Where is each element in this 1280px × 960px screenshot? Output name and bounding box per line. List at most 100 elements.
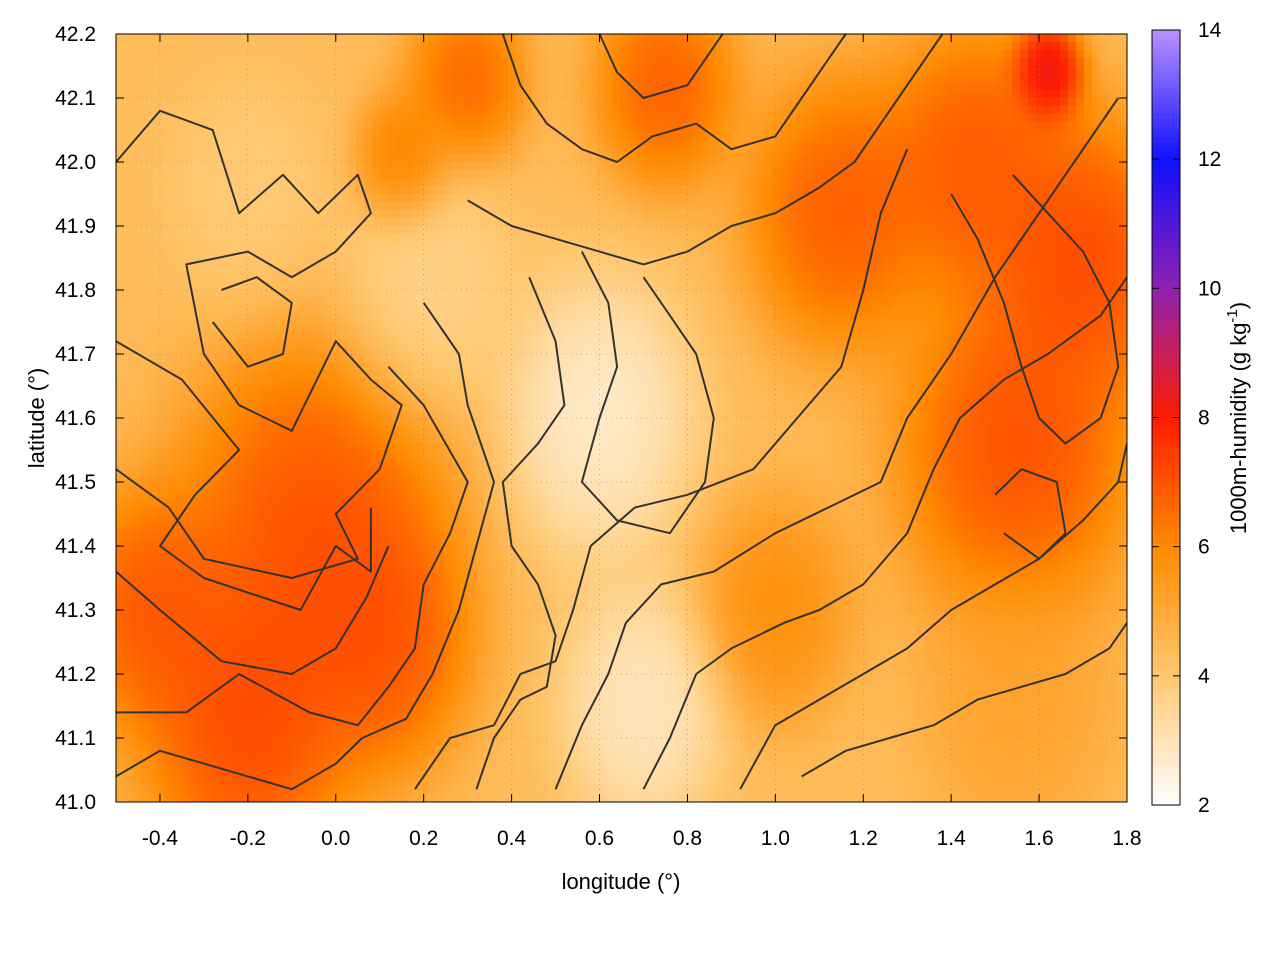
field-cell — [396, 194, 405, 203]
field-cell — [932, 306, 941, 315]
field-cell — [412, 250, 421, 259]
field-cell — [940, 138, 949, 147]
field-cell — [988, 202, 997, 211]
field-cell — [612, 74, 621, 83]
field-cell — [340, 138, 349, 147]
field-cell — [396, 338, 405, 347]
field-cell — [692, 162, 701, 171]
field-cell — [1068, 106, 1077, 115]
field-cell — [500, 130, 509, 139]
field-cell — [1020, 90, 1029, 99]
field-cell — [804, 106, 813, 115]
field-cell — [996, 186, 1005, 195]
field-cell — [924, 258, 933, 267]
field-cell — [356, 346, 365, 355]
field-cell — [596, 122, 605, 131]
field-cell — [124, 34, 133, 43]
field-cell — [532, 154, 541, 163]
field-cell — [548, 170, 557, 179]
field-cell — [1020, 258, 1029, 267]
field-cell — [404, 162, 413, 171]
field-cell — [164, 314, 173, 323]
field-cell — [532, 90, 541, 99]
field-cell — [364, 114, 373, 123]
field-cell — [388, 242, 397, 251]
field-cell — [836, 266, 845, 275]
field-cell — [908, 234, 917, 243]
field-cell — [460, 154, 469, 163]
field-cell — [396, 98, 405, 107]
field-cell — [316, 186, 325, 195]
field-cell — [468, 186, 477, 195]
field-cell — [636, 34, 645, 43]
field-cell — [180, 66, 189, 75]
field-cell — [1124, 242, 1127, 251]
field-cell — [596, 298, 605, 307]
field-cell — [396, 90, 405, 99]
field-cell — [508, 138, 517, 147]
field-cell — [636, 154, 645, 163]
field-cell — [644, 226, 653, 235]
field-cell — [460, 162, 469, 171]
field-cell — [1068, 50, 1077, 59]
field-cell — [620, 298, 629, 307]
field-cell — [524, 258, 533, 267]
field-cell — [156, 314, 165, 323]
field-cell — [332, 162, 341, 171]
field-cell — [436, 282, 445, 291]
field-cell — [996, 322, 1005, 331]
field-cell — [364, 274, 373, 283]
field-cell — [1084, 306, 1093, 315]
field-cell — [732, 42, 741, 51]
field-cell — [404, 122, 413, 131]
field-cell — [348, 130, 357, 139]
field-cell — [972, 82, 981, 91]
field-cell — [140, 242, 149, 251]
field-cell — [260, 146, 269, 155]
field-cell — [788, 154, 797, 163]
field-cell — [660, 122, 669, 131]
field-cell — [308, 234, 317, 243]
field-cell — [500, 258, 509, 267]
field-cell — [444, 330, 453, 339]
field-cell — [924, 282, 933, 291]
field-cell — [268, 98, 277, 107]
field-cell — [540, 314, 549, 323]
field-cell — [820, 186, 829, 195]
field-cell — [308, 42, 317, 51]
field-cell — [132, 122, 141, 131]
field-cell — [428, 98, 437, 107]
field-cell — [492, 242, 501, 251]
field-cell — [548, 34, 557, 43]
field-cell — [852, 250, 861, 259]
field-cell — [412, 82, 421, 91]
field-cell — [892, 258, 901, 267]
field-cell — [572, 82, 581, 91]
field-cell — [540, 322, 549, 331]
field-cell — [444, 202, 453, 211]
field-cell — [372, 298, 381, 307]
field-cell — [724, 66, 733, 75]
field-cell — [420, 90, 429, 99]
field-cell — [452, 242, 461, 251]
field-cell — [924, 82, 933, 91]
field-cell — [780, 58, 789, 67]
field-cell — [452, 306, 461, 315]
field-cell — [628, 242, 637, 251]
field-cell — [684, 82, 693, 91]
field-cell — [964, 226, 973, 235]
field-cell — [1100, 58, 1109, 67]
field-cell — [180, 226, 189, 235]
field-cell — [476, 154, 485, 163]
field-cell — [244, 50, 253, 59]
field-cell — [516, 274, 525, 283]
field-cell — [356, 282, 365, 291]
field-cell — [892, 122, 901, 131]
field-cell — [412, 226, 421, 235]
field-cell — [916, 290, 925, 299]
field-cell — [204, 218, 213, 227]
field-cell — [132, 42, 141, 51]
field-cell — [340, 90, 349, 99]
field-cell — [1004, 162, 1013, 171]
field-cell — [396, 154, 405, 163]
